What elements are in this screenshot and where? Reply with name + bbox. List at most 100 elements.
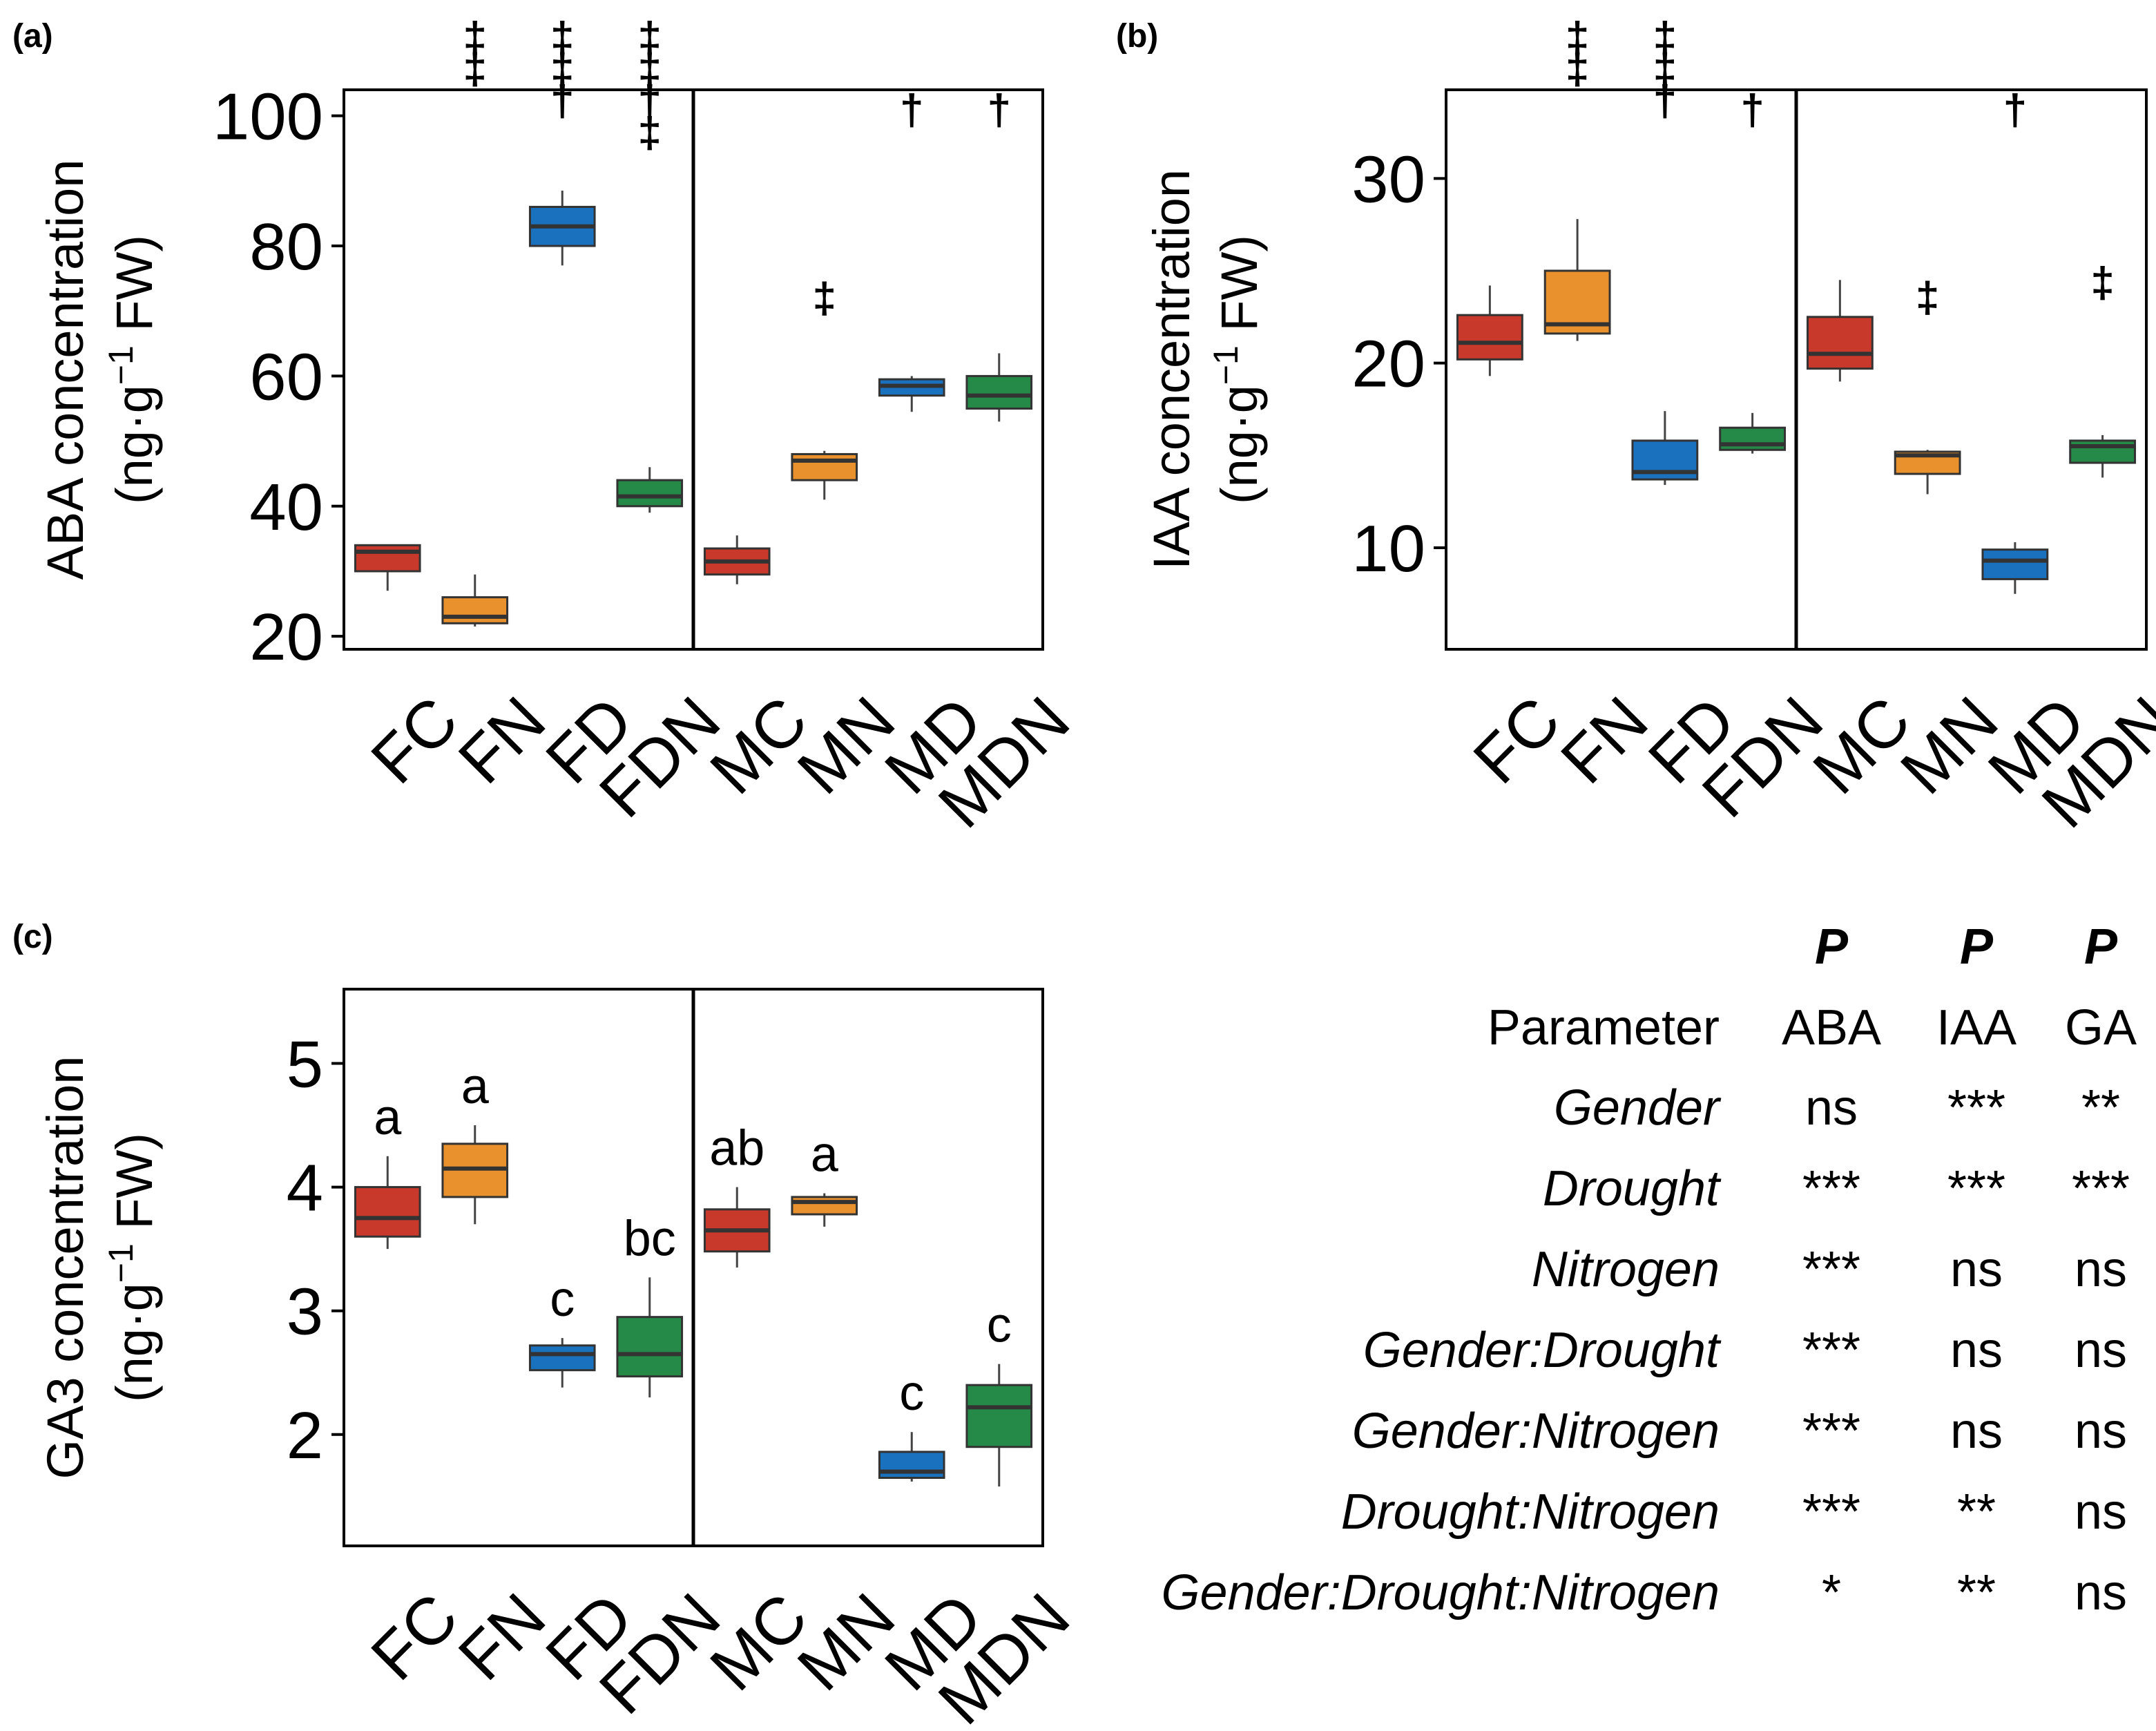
box-mn: [791, 1196, 858, 1216]
significance-symbol: ‡: [638, 109, 662, 157]
significance-symbol: ‡: [1653, 46, 1677, 93]
table-row-ga: ns: [2075, 1323, 2127, 1378]
table-row-ga: ns: [2075, 1484, 2127, 1540]
table-row-param: Drought:Nitrogen: [1341, 1484, 1720, 1540]
significance-symbol: ‡: [2090, 259, 2114, 307]
y-tick-label: 20: [1351, 327, 1425, 401]
table-row-param: Drought: [1543, 1161, 1722, 1216]
table-row-aba: ***: [1802, 1484, 1860, 1540]
table-row-iaa: **: [1957, 1565, 1996, 1620]
anova-table: P P P Parameter ABA IAA GA Gender ns ***…: [1162, 919, 2137, 1620]
table-row-param: Gender: [1554, 1080, 1722, 1136]
y-axis-label: IAA concentration: [1143, 169, 1200, 570]
box-fc: [354, 1186, 421, 1238]
significance-symbol: ‡: [1566, 14, 1589, 61]
y-axis-unit-label: (ng·g−1 FW): [1206, 235, 1268, 504]
significance-symbol: ‡: [463, 14, 487, 61]
panel-label-b: (b): [1116, 18, 1158, 55]
table-row-param: Gender:Drought: [1363, 1323, 1722, 1378]
significance-symbol: ‡: [550, 14, 574, 61]
table-row-iaa: ns: [1950, 1323, 2003, 1378]
significance-symbol: ‡: [550, 46, 574, 93]
y-tick-label: 60: [249, 340, 323, 414]
table-row-iaa: **: [1957, 1484, 1996, 1540]
table-row-param: Nitrogen: [1532, 1242, 1720, 1297]
significance-symbol: †: [638, 77, 662, 125]
table-row-param: Gender:Nitrogen: [1352, 1404, 1720, 1459]
significance-symbol: †: [2003, 86, 2027, 134]
table-row-param: Gender:Drought:Nitrogen: [1162, 1565, 1720, 1620]
significance-symbol: ‡: [1566, 46, 1589, 93]
group-letter: ab: [709, 1121, 764, 1176]
y-tick-label: 5: [287, 1027, 323, 1101]
table-row-aba: ***: [1802, 1323, 1860, 1378]
y-axis-unit-label: (ng·g−1 FW): [102, 235, 163, 504]
significance-symbol: †: [1740, 86, 1764, 134]
y-axis-label: ABA concentration: [37, 160, 94, 580]
y-tick-label: 10: [1351, 512, 1425, 586]
table-header-aba: ABA: [1782, 1000, 1881, 1055]
box-md: [1981, 548, 2049, 580]
box-mn: [791, 452, 858, 481]
table-row-ga: ***: [2072, 1161, 2130, 1216]
y-tick-label: 20: [249, 600, 323, 674]
table-header-parameter: Parameter: [1488, 1000, 1720, 1055]
table-p-ga: P: [2084, 919, 2118, 975]
box-fdn: [616, 479, 684, 508]
table-p-iaa: P: [1960, 919, 1994, 975]
significance-symbol: †: [550, 77, 574, 125]
panel-label-c: (c): [12, 919, 53, 955]
significance-symbol: ‡: [1916, 274, 1939, 321]
y-tick-label: 30: [1351, 142, 1425, 216]
box-md: [878, 1451, 945, 1479]
table-row-aba: ns: [1805, 1080, 1858, 1136]
table-row-aba: *: [1822, 1565, 1841, 1620]
y-tick-label: 100: [213, 80, 323, 154]
significance-symbol: †: [900, 86, 923, 134]
table-row-iaa: ***: [1947, 1080, 2005, 1136]
table-row-ga: **: [2081, 1080, 2120, 1136]
group-letter: a: [811, 1127, 839, 1183]
y-tick-label: 40: [249, 470, 323, 544]
table-row-iaa: ***: [1947, 1161, 2005, 1216]
y-tick-label: 80: [249, 210, 323, 284]
significance-symbol: †: [1653, 77, 1677, 125]
table-row-aba: ***: [1802, 1161, 1860, 1216]
table-row-ga: ns: [2075, 1242, 2127, 1297]
significance-symbol: †: [988, 86, 1011, 134]
table-row-iaa: ns: [1950, 1242, 2003, 1297]
table-row-aba: ***: [1802, 1404, 1860, 1459]
table-row-iaa: ns: [1950, 1404, 2003, 1459]
group-letter: c: [987, 1298, 1012, 1353]
box-fdn: [1719, 426, 1787, 451]
box-mdn: [965, 1384, 1033, 1448]
table-p-aba: P: [1815, 919, 1849, 975]
group-letter: c: [550, 1272, 575, 1327]
table-row-aba: ***: [1802, 1242, 1860, 1297]
panel-label-a: (a): [12, 18, 53, 55]
group-letter: bc: [624, 1211, 676, 1266]
box-fc: [1456, 314, 1523, 361]
y-tick-label: 4: [287, 1151, 323, 1225]
box-fn: [441, 596, 509, 624]
y-axis-label: GA3 concentration: [37, 1056, 94, 1480]
significance-symbol: ‡: [463, 46, 487, 93]
box-mdn: [2069, 439, 2137, 464]
significance-symbol: ‡: [813, 275, 836, 323]
group-letter: a: [461, 1059, 490, 1114]
box-mdn: [965, 374, 1033, 410]
y-tick-label: 3: [287, 1275, 323, 1349]
significance-symbol: ‡: [638, 46, 662, 93]
table-row-ga: ns: [2075, 1404, 2127, 1459]
group-letter: a: [374, 1090, 402, 1145]
box-mc: [1806, 316, 1874, 370]
significance-symbol: ‡: [1653, 14, 1677, 61]
significance-symbol: ‡: [638, 14, 662, 61]
box-fdn: [616, 1316, 684, 1378]
y-tick-label: 2: [287, 1399, 323, 1473]
group-letter: c: [899, 1366, 924, 1421]
